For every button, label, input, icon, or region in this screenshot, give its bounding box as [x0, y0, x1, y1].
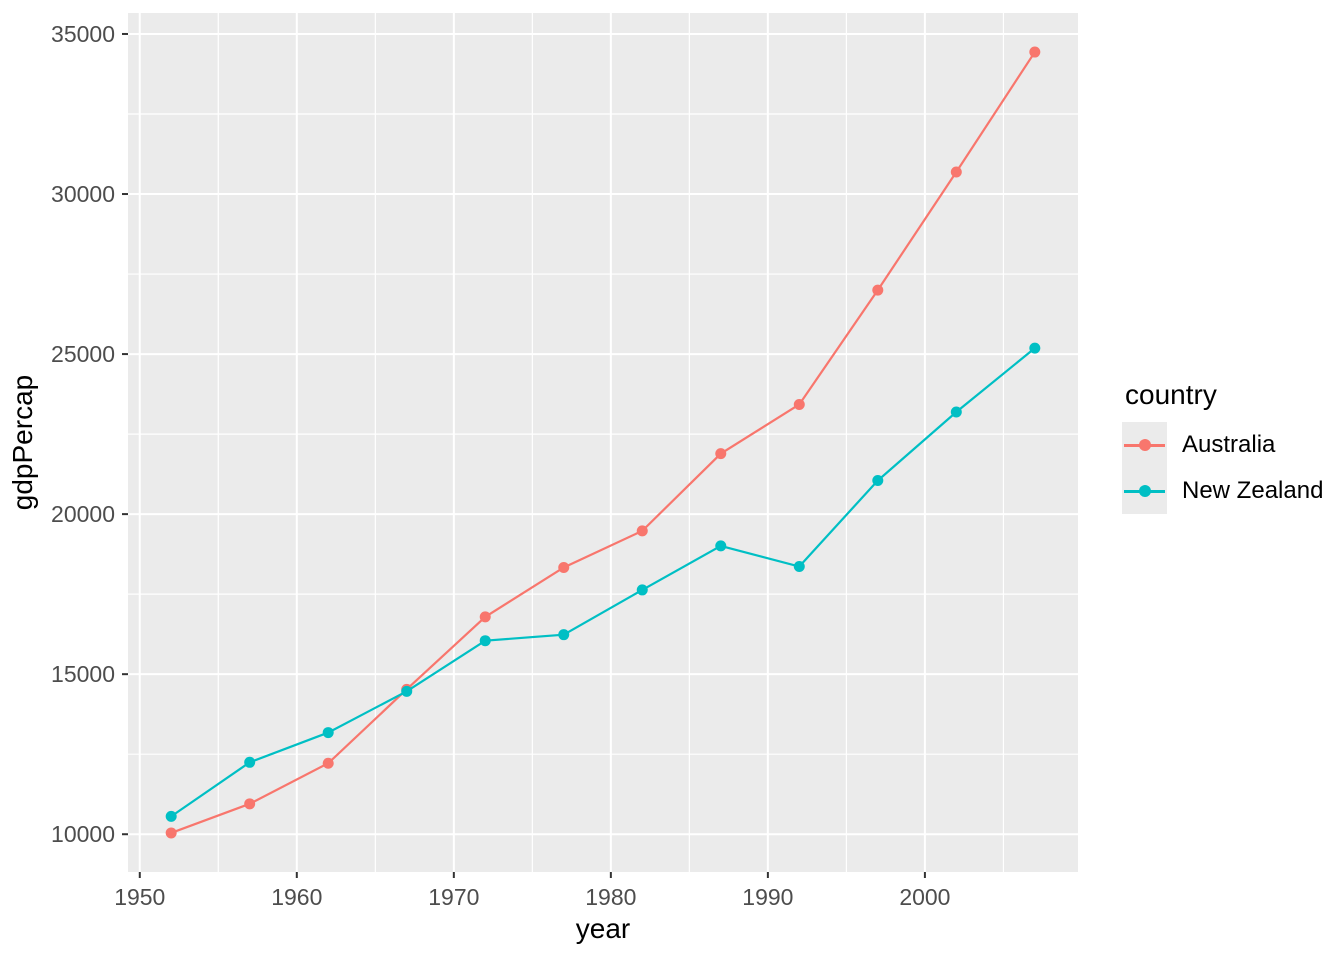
- svg-text:30000: 30000: [51, 181, 115, 207]
- svg-text:25000: 25000: [51, 341, 115, 367]
- data-point: [401, 685, 413, 697]
- legend-label: New Zealand: [1182, 477, 1324, 504]
- data-point: [793, 561, 805, 573]
- series-line: [170, 347, 1036, 818]
- data-point: [165, 810, 177, 822]
- legend-item-australia: Australia: [1122, 422, 1323, 468]
- legend-dot-icon: [1138, 485, 1151, 497]
- plot-panel: [128, 13, 1078, 872]
- data-point: [1029, 342, 1041, 354]
- data-point: [165, 827, 177, 839]
- x-axis-tick-labels: 1950 1960 1970 1980 1990 2000: [114, 884, 950, 910]
- svg-text:35000: 35000: [51, 21, 115, 47]
- data-point: [558, 561, 570, 573]
- legend-key-new-zealand: [1122, 468, 1167, 514]
- svg-text:1960: 1960: [271, 884, 322, 910]
- data-point: [950, 166, 962, 178]
- data-point: [636, 525, 648, 537]
- grid-minor: [128, 13, 1078, 872]
- series-australia: [165, 46, 1041, 839]
- data-point: [558, 629, 570, 641]
- svg-text:1950: 1950: [114, 884, 165, 910]
- y-axis-tick-labels: 10000 15000 20000 25000 30000 35000: [51, 21, 115, 847]
- data-point: [322, 757, 334, 769]
- data-point: [322, 727, 334, 739]
- series-new-zealand: [165, 342, 1041, 822]
- svg-text:1990: 1990: [742, 884, 793, 910]
- legend-dot-icon: [1138, 439, 1151, 451]
- svg-text:1980: 1980: [585, 884, 636, 910]
- series-line: [170, 51, 1036, 834]
- data-point: [872, 475, 884, 487]
- legend: country Australia New Zealand: [1122, 379, 1323, 514]
- grid-major: [128, 13, 1078, 872]
- y-axis-title: gdpPercap: [7, 375, 38, 510]
- legend-title: country: [1125, 379, 1217, 410]
- svg-text:20000: 20000: [51, 501, 115, 527]
- svg-text:1970: 1970: [428, 884, 479, 910]
- data-point: [479, 635, 491, 647]
- x-axis-title: year: [576, 913, 630, 944]
- data-point: [1029, 46, 1041, 58]
- svg-text:2000: 2000: [899, 884, 950, 910]
- data-point: [636, 584, 648, 596]
- data-point: [793, 398, 805, 410]
- legend-items: Australia New Zealand: [1122, 422, 1323, 514]
- data-point: [479, 611, 491, 623]
- axis-ticks: [122, 32, 926, 878]
- legend-item-new-zealand: New Zealand: [1122, 468, 1323, 514]
- data-point: [244, 756, 256, 768]
- svg-text:10000: 10000: [51, 821, 115, 847]
- legend-label: Australia: [1182, 431, 1276, 458]
- data-point: [872, 284, 884, 296]
- data-point: [715, 448, 727, 460]
- data-point: [950, 406, 962, 418]
- data-point: [715, 540, 727, 552]
- legend-key-australia: [1122, 422, 1167, 468]
- data-point: [244, 798, 256, 810]
- svg-text:15000: 15000: [51, 661, 115, 687]
